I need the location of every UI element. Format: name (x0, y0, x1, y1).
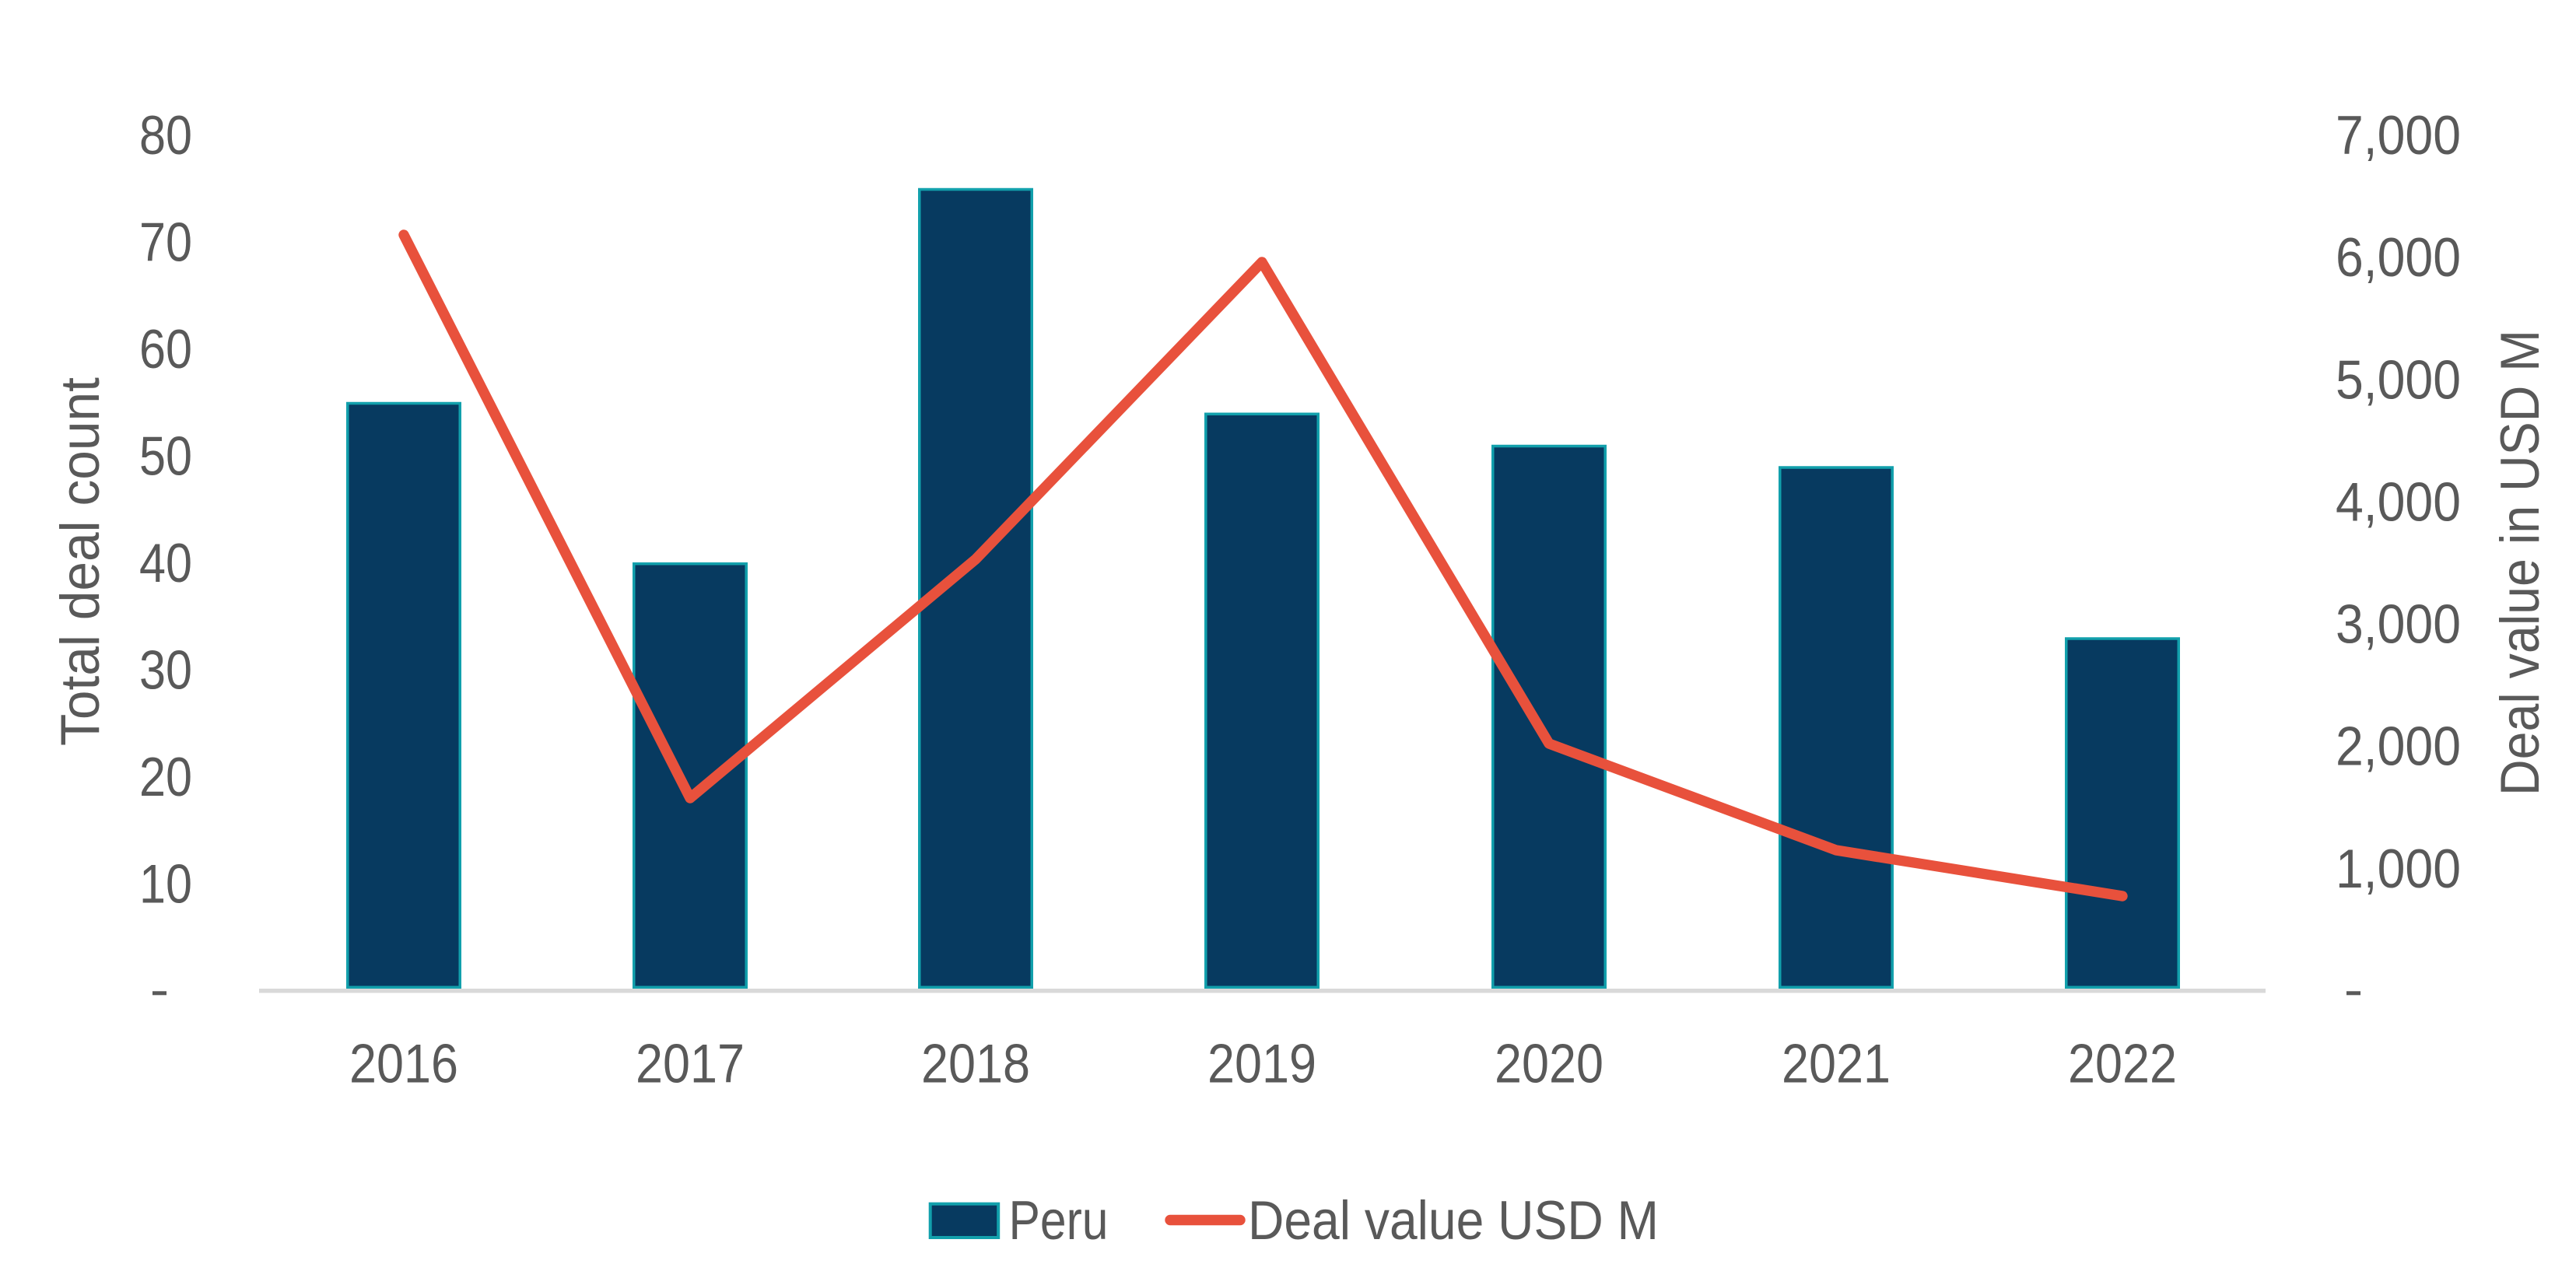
svg-text:2019: 2019 (1207, 1033, 1316, 1094)
svg-text:40: 40 (139, 532, 192, 593)
svg-text:10: 10 (139, 853, 192, 915)
svg-text:30: 30 (139, 639, 192, 701)
svg-text:80: 80 (139, 104, 192, 166)
svg-text:5,000: 5,000 (2336, 348, 2461, 410)
svg-text:7,000: 7,000 (2336, 104, 2461, 166)
svg-text:60: 60 (139, 318, 192, 380)
svg-text:3,000: 3,000 (2336, 593, 2461, 655)
svg-text:70: 70 (139, 212, 192, 273)
svg-text:2022: 2022 (2068, 1033, 2177, 1094)
svg-text:2,000: 2,000 (2336, 716, 2461, 777)
svg-text:Deal value USD M: Deal value USD M (1248, 1189, 1659, 1251)
svg-text:1,000: 1,000 (2336, 838, 2461, 899)
svg-text:2016: 2016 (349, 1033, 458, 1094)
svg-text:2020: 2020 (1495, 1033, 1603, 1094)
svg-text:2018: 2018 (921, 1033, 1030, 1094)
svg-text:20: 20 (139, 746, 192, 807)
svg-text:2021: 2021 (1782, 1033, 1891, 1094)
svg-text:Total deal count: Total deal count (49, 377, 110, 746)
svg-text:50: 50 (139, 425, 192, 487)
svg-text:6,000: 6,000 (2336, 226, 2461, 288)
svg-text:Deal value in USD M: Deal value in USD M (2489, 330, 2550, 796)
svg-text:2017: 2017 (636, 1033, 745, 1094)
svg-text:4,000: 4,000 (2336, 471, 2461, 532)
svg-text:Peru: Peru (1009, 1189, 1109, 1251)
